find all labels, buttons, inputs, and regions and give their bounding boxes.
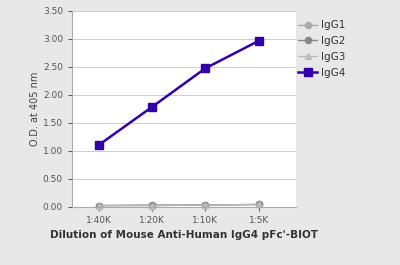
IgG2 [256, 203, 261, 206]
Y-axis label: O.D. at 405 nm: O.D. at 405 nm [30, 72, 40, 146]
IgG2 [150, 204, 154, 207]
Line: IgG2: IgG2 [96, 201, 262, 209]
X-axis label: Dilution of Mouse Anti-Human IgG4 pFc'-BIOT: Dilution of Mouse Anti-Human IgG4 pFc'-B… [50, 230, 318, 240]
IgG3 [256, 203, 261, 206]
IgG1 [256, 203, 261, 206]
IgG3 [203, 204, 208, 207]
IgG1 [150, 204, 154, 207]
IgG4 [96, 143, 101, 147]
Legend: IgG1, IgG2, IgG3, IgG4: IgG1, IgG2, IgG3, IgG4 [298, 20, 346, 78]
IgG4 [150, 105, 154, 109]
IgG3 [96, 204, 101, 207]
IgG1 [96, 204, 101, 207]
Line: IgG3: IgG3 [96, 201, 262, 209]
Line: IgG1: IgG1 [96, 201, 262, 209]
IgG3 [150, 204, 154, 207]
IgG4 [203, 67, 208, 70]
IgG2 [203, 204, 208, 207]
IgG1 [203, 204, 208, 207]
Line: IgG4: IgG4 [95, 37, 262, 149]
IgG2 [96, 204, 101, 207]
IgG4 [256, 39, 261, 42]
